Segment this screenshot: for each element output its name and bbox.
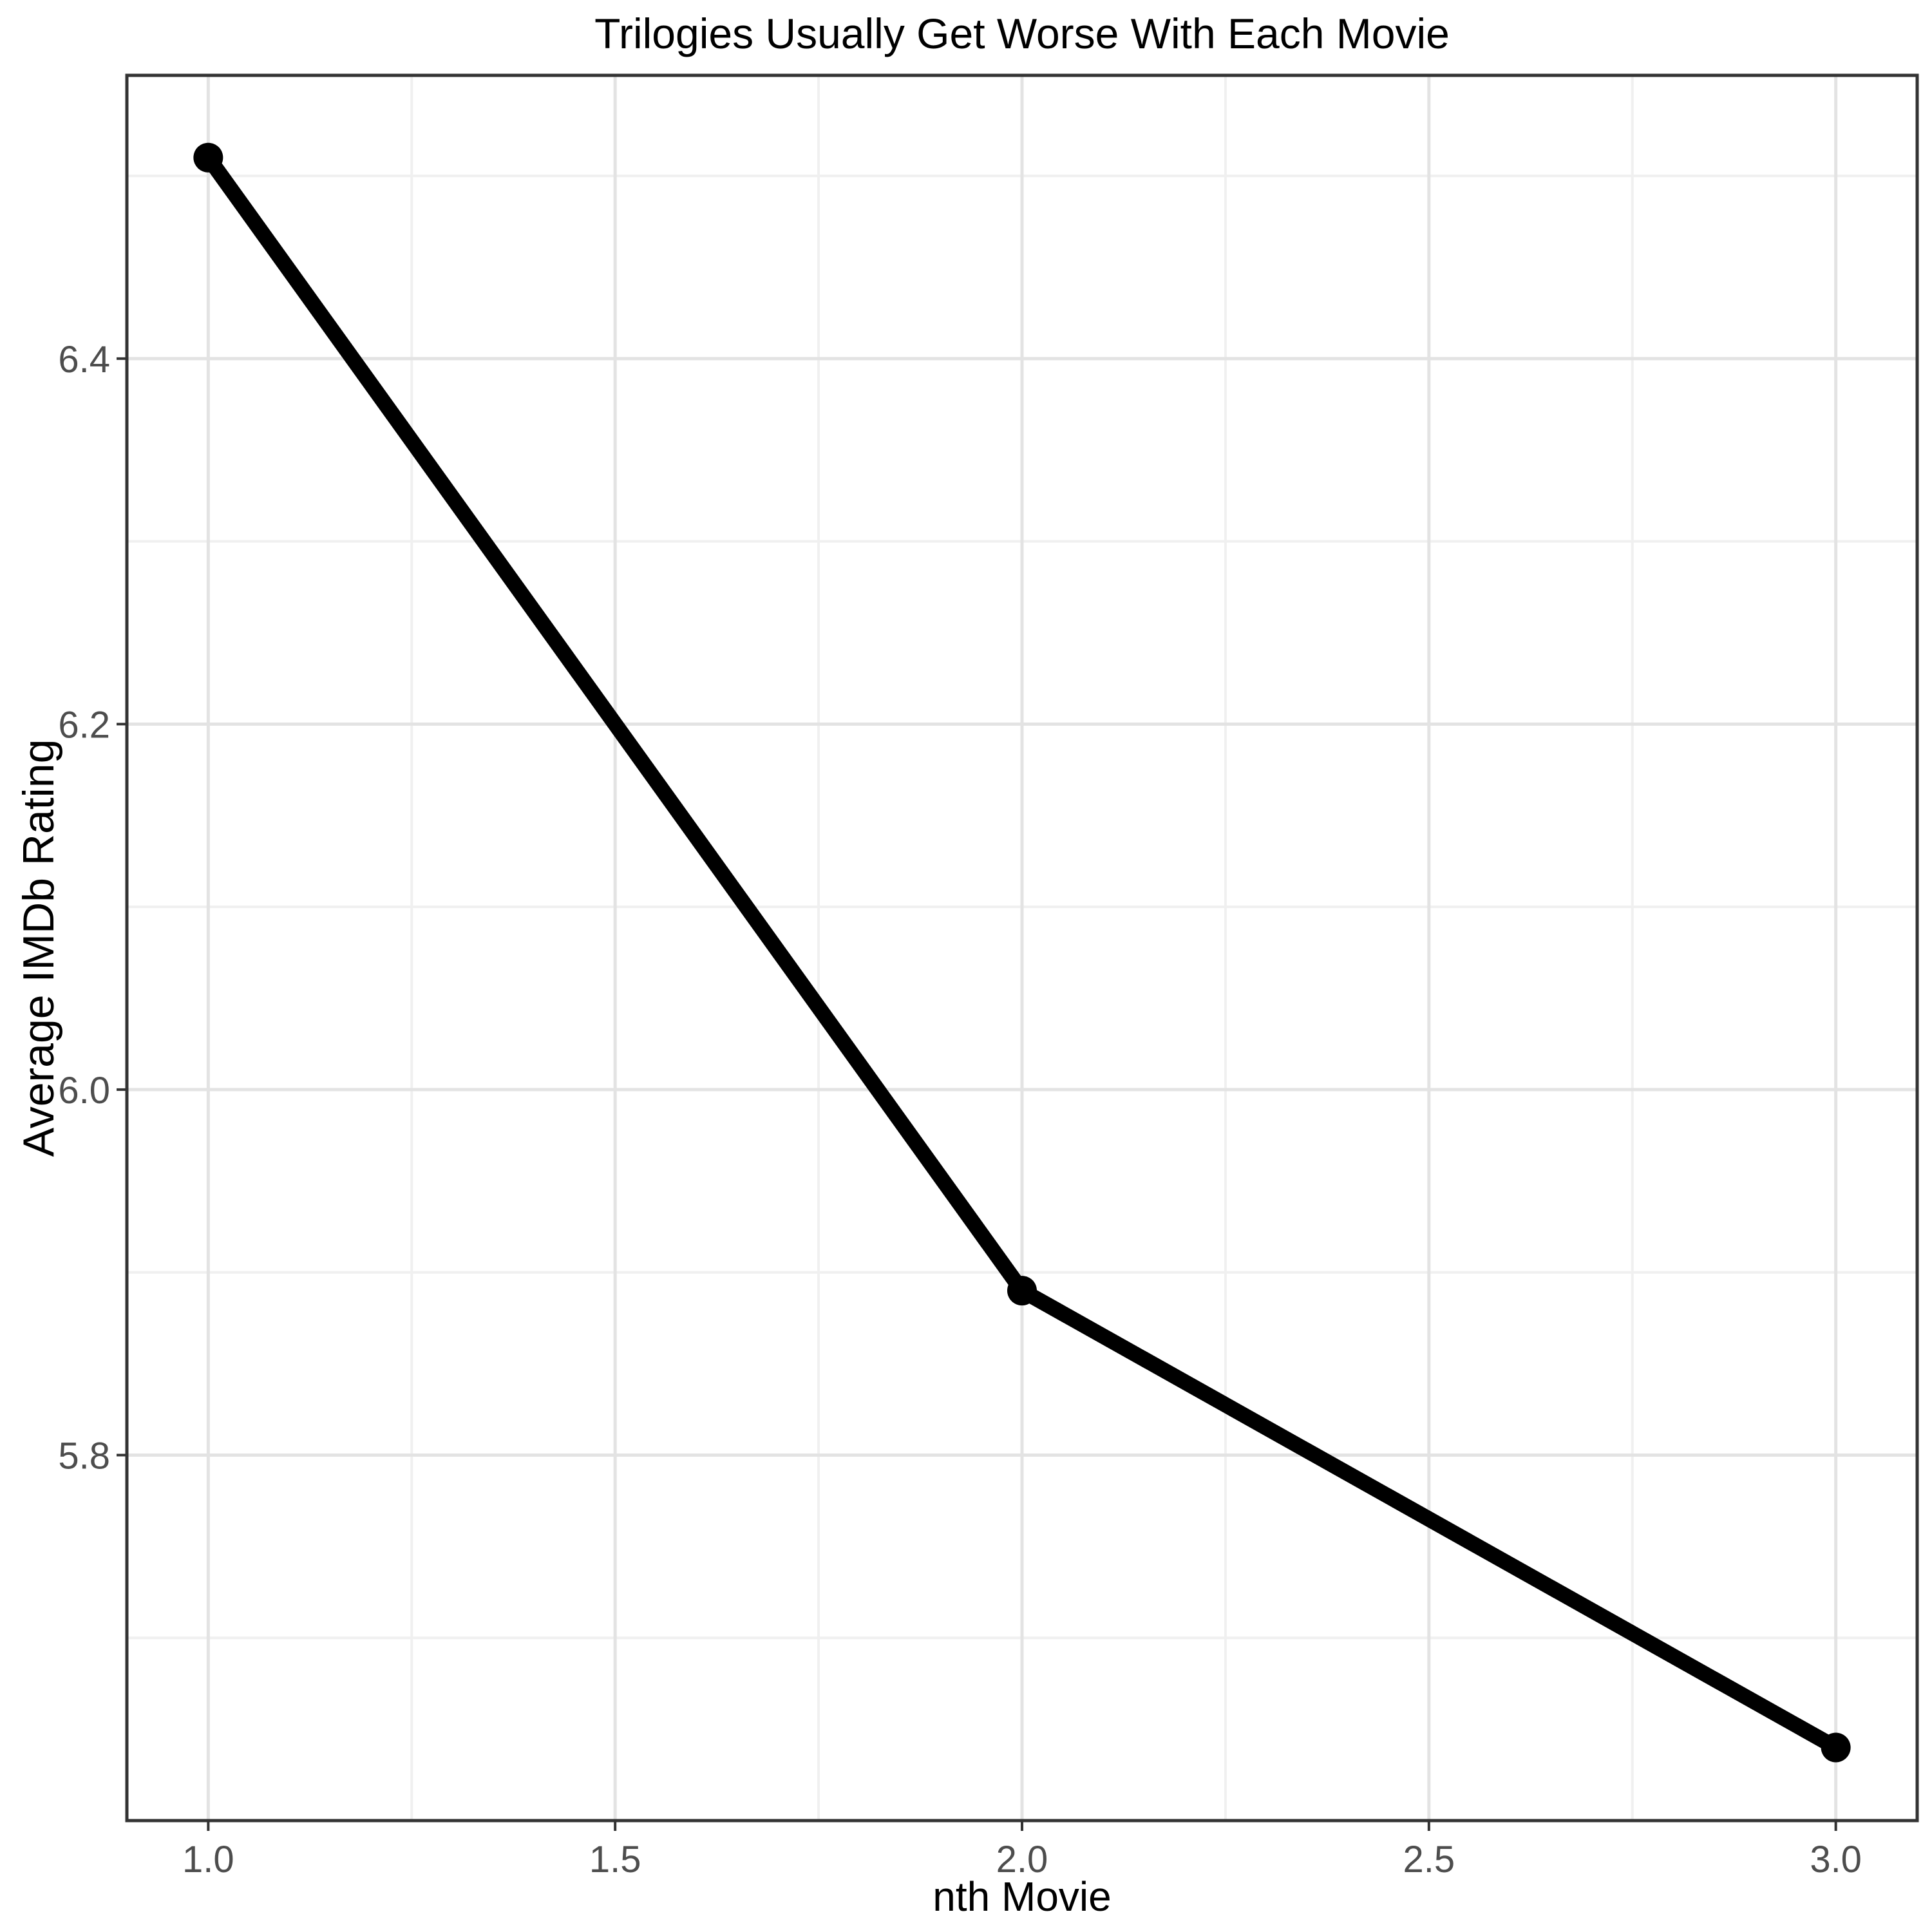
- x-tick-label: 1.5: [589, 1839, 641, 1880]
- data-point: [1007, 1276, 1037, 1306]
- y-tick-label: 6.4: [58, 339, 110, 381]
- x-tick-label: 3.0: [1810, 1839, 1862, 1880]
- y-axis-title: Average IMDb Rating: [14, 739, 63, 1157]
- x-axis-title: nth Movie: [933, 1873, 1112, 1920]
- chart-title: Trilogies Usually Get Worse With Each Mo…: [594, 10, 1450, 57]
- y-tick-label: 6.0: [58, 1070, 110, 1112]
- data-point: [1821, 1732, 1851, 1763]
- x-tick-label: 2.5: [1403, 1839, 1455, 1880]
- x-tick-label: 1.0: [182, 1839, 234, 1880]
- y-tick-label: 6.2: [58, 704, 110, 746]
- x-tick-label: 2.0: [996, 1839, 1048, 1880]
- data-point: [193, 142, 223, 173]
- y-tick-label: 5.8: [58, 1435, 110, 1477]
